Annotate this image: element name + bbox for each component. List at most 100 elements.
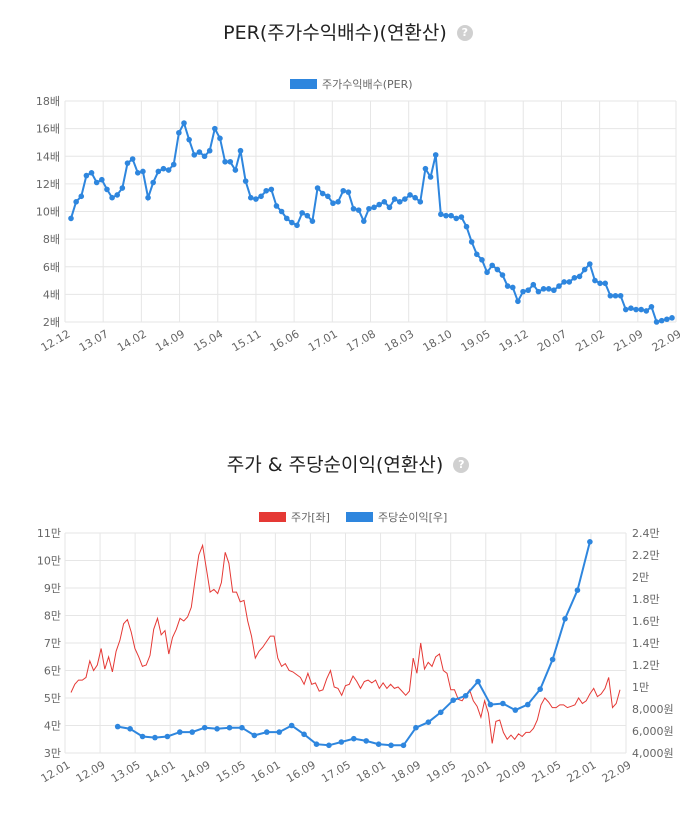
per-data-point xyxy=(561,279,567,285)
per-series-line xyxy=(70,120,673,324)
per-data-point xyxy=(309,218,316,224)
help-icon[interactable]: ? xyxy=(456,25,473,41)
per-data-point xyxy=(278,208,285,215)
x-tick-label: 16.09 xyxy=(284,758,318,785)
x-tick-label: 20.09 xyxy=(495,758,529,785)
y-right-tick-label: 1.2만 xyxy=(632,659,660,672)
y-left-tick-label: 6만 xyxy=(44,665,61,678)
per-data-point xyxy=(597,280,603,287)
per-data-point xyxy=(119,185,126,191)
y-right-tick-label: 2.2만 xyxy=(632,549,660,562)
per-data-point xyxy=(129,156,136,162)
x-tick-label: 19.05 xyxy=(459,327,493,354)
per-data-point xyxy=(412,194,418,201)
y-left-tick-label: 7만 xyxy=(44,637,61,650)
per-data-point xyxy=(407,192,413,198)
per-data-point xyxy=(330,200,336,207)
y-left-tick-label: 4만 xyxy=(44,720,61,733)
x-tick-label: 18.01 xyxy=(354,758,388,785)
per-data-point xyxy=(155,168,162,175)
eps-data-point xyxy=(139,733,146,740)
per-data-point xyxy=(432,152,439,158)
per-data-point xyxy=(289,219,295,226)
legend-swatch-price xyxy=(259,512,286,522)
x-tick-label: 18.03 xyxy=(382,327,416,354)
x-tick-label: 14.09 xyxy=(179,758,213,785)
per-data-point xyxy=(109,194,115,201)
per-data-point xyxy=(463,223,470,230)
per-data-point xyxy=(314,185,321,191)
eps-series-line xyxy=(117,541,591,747)
eps-data-point xyxy=(226,724,233,731)
per-data-point xyxy=(453,215,460,222)
y-right-tick-label: 1.6만 xyxy=(632,615,660,628)
eps-data-point xyxy=(301,731,307,738)
per-data-point xyxy=(232,167,239,173)
x-tick-label: 17.08 xyxy=(344,327,378,354)
x-tick-label: 12.01 xyxy=(39,758,73,785)
x-tick-label: 15.11 xyxy=(230,327,264,354)
per-data-point xyxy=(376,201,383,208)
per-data-point xyxy=(176,129,182,136)
per-data-point xyxy=(150,179,156,186)
per-data-point xyxy=(237,147,244,154)
x-tick-label: 17.01 xyxy=(306,327,340,354)
eps-data-point xyxy=(413,724,419,731)
per-data-point xyxy=(581,266,588,273)
per-data-point xyxy=(381,199,388,205)
x-tick-label: 21.05 xyxy=(530,758,564,785)
per-data-point xyxy=(520,288,526,295)
per-data-point xyxy=(93,179,100,186)
y-left-tick-label: 3만 xyxy=(44,747,61,760)
eps-data-point xyxy=(562,616,568,622)
eps-data-point xyxy=(437,709,444,716)
per-data-point xyxy=(617,292,624,299)
eps-data-point xyxy=(574,587,581,593)
y-right-tick-label: 1.4만 xyxy=(632,637,660,650)
per-data-point xyxy=(145,194,151,201)
legend-swatch xyxy=(290,79,317,89)
per-data-point xyxy=(576,273,583,280)
x-tick-label: 22.01 xyxy=(565,758,599,785)
eps-data-point xyxy=(462,693,469,699)
x-tick-label: 16.06 xyxy=(268,327,302,354)
y-left-tick-label: 10만 xyxy=(37,555,61,568)
x-tick-label: 13.05 xyxy=(109,758,143,785)
per-data-point xyxy=(504,283,511,289)
per-data-point xyxy=(217,135,223,142)
y-tick-label: 12배 xyxy=(36,178,60,191)
per-data-point xyxy=(422,165,429,172)
per-data-point xyxy=(458,214,465,220)
per-data-point xyxy=(545,286,552,292)
per-data-point xyxy=(638,306,644,313)
per-data-point xyxy=(396,199,403,205)
y-right-tick-label: 2만 xyxy=(632,571,649,584)
per-data-point xyxy=(443,212,449,219)
per-data-point xyxy=(88,170,95,176)
per-data-point xyxy=(319,190,326,197)
eps-data-point xyxy=(400,742,407,749)
eps-data-point xyxy=(177,729,183,735)
per-data-point xyxy=(304,212,311,219)
per-data-point xyxy=(468,239,475,245)
eps-data-point xyxy=(549,656,556,663)
per-data-point xyxy=(191,152,198,158)
legend-label: 주가수익배수(PER) xyxy=(322,78,413,91)
per-data-point xyxy=(664,316,670,323)
per-data-point xyxy=(474,251,480,258)
per-data-point xyxy=(350,205,357,212)
per-data-point xyxy=(325,193,331,200)
y-tick-label: 2배 xyxy=(43,316,60,329)
help-icon[interactable]: ? xyxy=(453,457,470,473)
per-data-point xyxy=(371,204,377,211)
y-right-tick-label: 1.8만 xyxy=(632,593,660,606)
per-data-point xyxy=(273,203,280,209)
per-data-point xyxy=(294,222,300,229)
per-data-point xyxy=(427,174,434,180)
per-data-point xyxy=(535,288,542,295)
y-left-tick-label: 8만 xyxy=(44,610,61,623)
eps-data-point xyxy=(487,701,494,708)
per-data-point xyxy=(607,292,614,299)
per-data-point xyxy=(438,211,444,218)
per-data-point xyxy=(212,125,218,132)
